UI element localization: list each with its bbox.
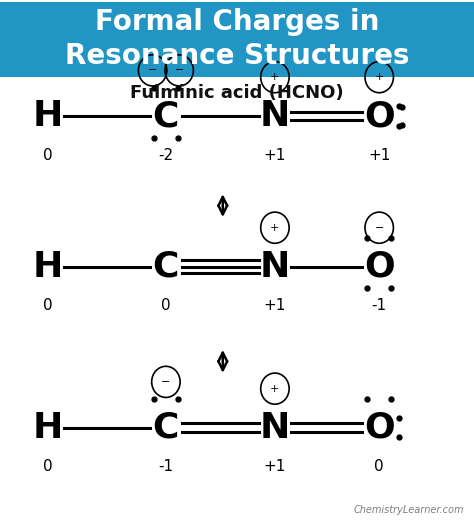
Text: 0: 0	[374, 459, 384, 474]
Text: H: H	[32, 99, 63, 133]
Text: -2: -2	[158, 147, 173, 163]
Text: +: +	[374, 72, 384, 82]
Text: +: +	[270, 72, 280, 82]
Text: +: +	[270, 383, 280, 394]
Text: N: N	[260, 411, 290, 444]
Text: +1: +1	[264, 459, 286, 474]
Text: +1: +1	[264, 147, 286, 163]
Text: −: −	[374, 222, 384, 233]
Text: C: C	[153, 250, 179, 283]
Text: +: +	[270, 222, 280, 233]
Text: −: −	[148, 66, 157, 76]
FancyBboxPatch shape	[0, 2, 474, 77]
Text: −: −	[161, 377, 171, 387]
Text: 0: 0	[161, 298, 171, 313]
Text: −: −	[174, 66, 184, 76]
Text: N: N	[260, 250, 290, 283]
Text: +1: +1	[264, 298, 286, 313]
Text: -1: -1	[372, 298, 387, 313]
Text: +1: +1	[368, 147, 391, 163]
Text: Fulminic acid (HCNO): Fulminic acid (HCNO)	[130, 84, 344, 102]
Text: O: O	[364, 250, 394, 283]
Text: 0: 0	[43, 459, 52, 474]
Text: Formal Charges in
Resonance Structures: Formal Charges in Resonance Structures	[65, 8, 409, 70]
Text: O: O	[364, 99, 394, 133]
Text: C: C	[153, 99, 179, 133]
Text: 0: 0	[43, 147, 52, 163]
Text: O: O	[364, 411, 394, 444]
Text: 0: 0	[43, 298, 52, 313]
Text: H: H	[32, 411, 63, 444]
Text: N: N	[260, 99, 290, 133]
Text: -1: -1	[158, 459, 173, 474]
Text: H: H	[32, 250, 63, 283]
Text: ChemistryLearner.com: ChemistryLearner.com	[354, 505, 465, 515]
Text: C: C	[153, 411, 179, 444]
